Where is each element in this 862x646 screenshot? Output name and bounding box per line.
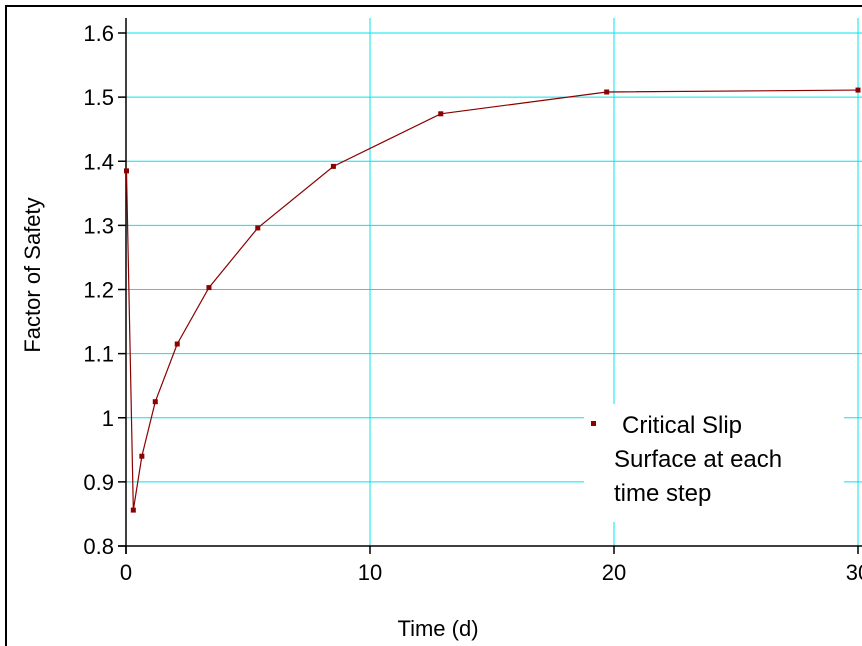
y-axis-label: Factor of Safety xyxy=(20,197,45,352)
legend-label-line-1: Critical Slip xyxy=(622,412,742,439)
data-point xyxy=(604,89,610,95)
data-point xyxy=(438,111,444,117)
y-tick-label: 0.9 xyxy=(83,470,114,495)
series xyxy=(123,87,861,513)
y-tick-label: 1.5 xyxy=(83,85,114,110)
data-point xyxy=(130,507,136,513)
x-tick-label: 30 xyxy=(846,560,862,585)
axes xyxy=(118,18,862,554)
data-point xyxy=(139,453,145,459)
y-tick-label: 0.8 xyxy=(83,534,114,559)
legend: Critical Slip Surface at each time step xyxy=(584,404,844,522)
data-point xyxy=(152,399,158,405)
y-tick-label: 1.6 xyxy=(83,21,114,46)
data-point xyxy=(206,285,212,291)
chart-border xyxy=(5,5,862,646)
data-point xyxy=(855,87,861,93)
legend-label-line-3: time step xyxy=(614,480,711,507)
y-tick-label: 1.4 xyxy=(83,149,114,174)
y-tick-label: 1 xyxy=(102,406,114,431)
x-tick-label: 0 xyxy=(120,560,132,585)
data-point xyxy=(255,225,261,231)
legend-label-line-2: Surface at each xyxy=(614,446,782,473)
data-point xyxy=(174,341,180,347)
data-point xyxy=(123,168,129,174)
y-tick-label: 1.2 xyxy=(83,278,114,303)
x-tick-label: 20 xyxy=(602,560,626,585)
legend-box xyxy=(584,404,844,522)
y-tick-labels: 0.8 0.9 1 1.1 1.2 1.3 1.4 1.5 1.6 xyxy=(83,21,114,559)
x-tick-label: 10 xyxy=(358,560,382,585)
y-tick-label: 1.1 xyxy=(83,342,114,367)
x-tick-labels: 0 10 20 30 xyxy=(120,560,862,585)
y-tick-label: 1.3 xyxy=(83,213,114,238)
x-axis-label: Time (d) xyxy=(397,616,478,641)
data-point xyxy=(330,163,336,169)
legend-marker xyxy=(591,421,596,426)
